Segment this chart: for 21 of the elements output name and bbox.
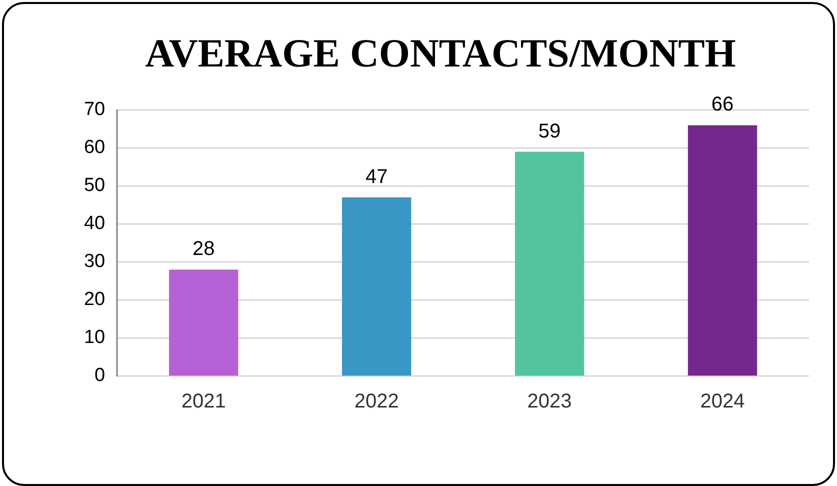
y-tick-label: 10	[84, 327, 106, 348]
y-tick-label: 20	[84, 289, 106, 310]
data-label: 66	[711, 94, 734, 116]
x-tick-label: 2022	[354, 390, 399, 413]
x-tick-label: 2024	[700, 390, 745, 413]
y-tick-label: 0	[94, 365, 106, 386]
bar	[169, 270, 238, 376]
y-tick-label: 50	[84, 175, 106, 196]
y-tick-label: 70	[84, 99, 106, 120]
x-tick-label: 2021	[181, 390, 226, 413]
data-label: 28	[192, 238, 215, 260]
y-tick-label: 30	[84, 251, 106, 272]
bar	[342, 197, 412, 376]
data-label: 47	[365, 166, 388, 188]
y-tick-label: 40	[84, 213, 106, 234]
bar	[514, 152, 584, 376]
y-tick-label: 60	[84, 137, 106, 158]
bar	[688, 125, 758, 376]
data-label: 59	[538, 120, 561, 142]
chart-title: AVERAGE CONTACTS/MONTH	[145, 30, 736, 76]
x-tick-label: 2023	[527, 390, 572, 413]
